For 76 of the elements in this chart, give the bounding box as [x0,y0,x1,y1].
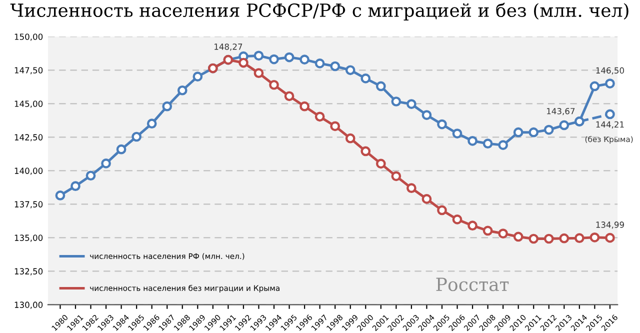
point [528,127,539,138]
point [360,146,371,156]
point [605,109,615,120]
point [55,190,66,200]
point [314,112,325,122]
point [437,205,447,216]
point [177,85,188,96]
point [468,220,478,231]
point [513,127,524,138]
point [559,120,570,130]
point [314,58,325,68]
point [162,101,172,112]
point [452,128,462,138]
point [132,132,142,142]
y-tick-label: 142,50 [14,134,43,142]
point [391,96,402,106]
point [422,194,432,204]
point [254,68,264,78]
point [559,233,570,244]
point [284,91,294,102]
point [406,183,416,194]
point [498,140,508,150]
data-label: 144,21 [596,121,624,128]
point [254,50,264,61]
annotation: Росстат [436,278,509,292]
point [544,234,554,244]
y-tick-label: 132,50 [14,268,43,276]
data-label: 143,67 [547,108,575,116]
point [590,232,600,242]
point [330,61,340,72]
point [605,78,615,88]
point [468,136,478,146]
point [192,72,203,82]
point [574,233,584,244]
y-tick-label: 137,50 [14,201,43,208]
y-tick-label: 140,00 [14,168,43,175]
point [269,80,279,90]
point [452,214,462,224]
y-tick-label: 145,00 [14,100,43,108]
point [376,158,386,169]
point [300,101,310,112]
point [70,181,80,192]
y-tick-label: 150,00 [14,34,43,41]
point [269,54,279,64]
point [574,116,584,126]
point [391,171,402,182]
point [101,158,111,168]
point [590,81,600,92]
point [406,99,416,109]
data-label: 146,50 [596,67,624,74]
point [513,232,524,242]
chart-title: Численность населения РСФСР/РФ с миграцией и без (млн. чел) [10,2,628,21]
point [360,74,371,84]
point [238,58,248,68]
point [482,226,493,236]
point [376,81,386,92]
point [300,54,310,64]
data-label: 148,27 [214,44,242,51]
point [284,52,294,62]
y-tick-label: 130,00 [14,302,43,309]
point [422,110,432,120]
point [482,138,493,149]
point [345,133,356,144]
point [345,65,356,76]
point [498,228,508,238]
point [86,170,96,181]
point [544,124,554,135]
point [528,234,539,244]
point [116,144,126,154]
point [605,232,615,243]
y-tick-label: 135,00 [14,234,43,242]
point [330,121,340,132]
y-tick-label: 147,50 [14,67,43,74]
data-label: 134,99 [596,222,624,229]
point [437,119,447,130]
point [146,118,157,129]
